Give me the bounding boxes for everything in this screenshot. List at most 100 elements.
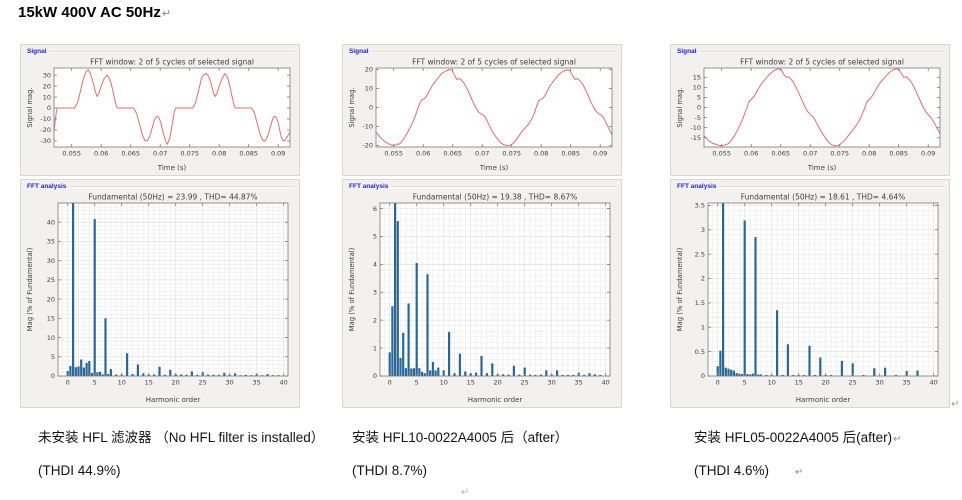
svg-text:30: 30 bbox=[47, 257, 55, 265]
svg-text:15: 15 bbox=[145, 379, 153, 387]
fft-plot-3: 0 5 10 15 20 25 30 35 40 0 0.5 1 1.5 2 2.5 3 3.5 Fundamen… bbox=[676, 193, 939, 404]
svg-text:2.5: 2.5 bbox=[695, 250, 705, 258]
svg-text:20: 20 bbox=[47, 295, 55, 303]
groupbox-rule bbox=[49, 50, 294, 53]
signal-plot-1: 0.055 0.06 0.065 0.07 0.075 0.08 0.085 0.09 -30 -… bbox=[26, 58, 291, 172]
svg-text:10: 10 bbox=[118, 379, 126, 387]
svg-text:0.085: 0.085 bbox=[561, 150, 580, 158]
svg-text:15: 15 bbox=[795, 379, 803, 387]
caption-1-line-2: (THDI 44.9%) bbox=[38, 463, 121, 478]
svg-text:3.5: 3.5 bbox=[695, 202, 705, 210]
svg-text:35: 35 bbox=[575, 379, 583, 387]
svg-text:30: 30 bbox=[876, 379, 884, 387]
svg-text:40: 40 bbox=[602, 379, 610, 387]
svg-text:0.07: 0.07 bbox=[475, 150, 489, 158]
fft-panel-label: FFT analysis bbox=[677, 183, 717, 190]
svg-text:5: 5 bbox=[697, 94, 701, 102]
svg-text:0.06: 0.06 bbox=[744, 150, 758, 158]
fft-panel-label: FFT analysis bbox=[349, 183, 389, 190]
svg-text:5: 5 bbox=[93, 379, 97, 387]
svg-text:20: 20 bbox=[494, 379, 502, 387]
svg-text:FFT window: 2 of 5 cycles of s: FFT window: 2 of 5 cycles of selected si… bbox=[90, 58, 254, 67]
svg-text:40: 40 bbox=[280, 379, 288, 387]
svg-text:0.08: 0.08 bbox=[862, 150, 876, 158]
svg-text:10: 10 bbox=[768, 379, 776, 387]
svg-text:15: 15 bbox=[693, 73, 701, 81]
svg-text:0.055: 0.055 bbox=[384, 150, 403, 158]
signal-panel-label: Signal bbox=[27, 48, 47, 55]
svg-text:Mag (% of Fundamental): Mag (% of Fundamental) bbox=[26, 247, 34, 331]
caption-2-line-2: (THDI 8.7%) bbox=[352, 463, 428, 478]
caption-3: 安装 HFL05-0022A4005 后(after) ↵ (THDI 4.6%)… bbox=[694, 429, 962, 481]
caption-1-line-1: 未安装 HFL 滤波器 （No HFL filter is installed） bbox=[38, 430, 325, 445]
paragraph-return-icon: ↵ bbox=[795, 467, 804, 478]
svg-text:-5: -5 bbox=[695, 114, 701, 122]
svg-text:0.09: 0.09 bbox=[921, 150, 935, 158]
svg-text:30: 30 bbox=[43, 71, 51, 79]
svg-text:40: 40 bbox=[47, 218, 55, 226]
caption-3-line-1: 安装 HFL05-0022A4005 后(after) bbox=[694, 430, 893, 445]
svg-text:Fundamental (50Hz) = 19.38 , T: Fundamental (50Hz) = 19.38 , THD= 8.67% bbox=[413, 193, 578, 202]
signal-panel-label: Signal bbox=[349, 48, 369, 55]
svg-text:30: 30 bbox=[226, 379, 234, 387]
svg-text:Time (s): Time (s) bbox=[807, 164, 837, 172]
svg-text:FFT window: 2 of 5 cycles of s: FFT window: 2 of 5 cycles of selected si… bbox=[740, 58, 904, 67]
svg-text:15: 15 bbox=[47, 315, 55, 323]
svg-text:10: 10 bbox=[365, 85, 373, 93]
svg-text:0.09: 0.09 bbox=[271, 150, 285, 158]
svg-text:25: 25 bbox=[47, 276, 55, 284]
svg-text:0.085: 0.085 bbox=[889, 150, 908, 158]
svg-text:-10: -10 bbox=[362, 123, 373, 131]
svg-text:6: 6 bbox=[373, 205, 377, 213]
svg-text:5: 5 bbox=[743, 379, 747, 387]
svg-text:Fundamental (50Hz) = 23.99 , T: Fundamental (50Hz) = 23.99 , THD= 44.87% bbox=[88, 193, 257, 202]
signal-panel-2: Signal 0.055 0.06 0.065 0.07 0.075 0.08 0.085 0… bbox=[342, 44, 622, 176]
svg-text:0.06: 0.06 bbox=[416, 150, 430, 158]
svg-text:25: 25 bbox=[521, 379, 529, 387]
svg-text:-30: -30 bbox=[40, 137, 51, 145]
svg-text:Signal mag.: Signal mag. bbox=[676, 87, 684, 127]
svg-text:Time (s): Time (s) bbox=[157, 164, 187, 172]
fft-plot-2: 0 5 10 15 20 25 30 35 40 0 1 2 3 4 5 6 Fundamental (50Hz… bbox=[348, 193, 611, 404]
svg-text:0.07: 0.07 bbox=[803, 150, 817, 158]
svg-text:FFT window: 2 of 5 cycles of s: FFT window: 2 of 5 cycles of selected si… bbox=[412, 58, 576, 67]
caption-3-line-2: (THDI 4.6%) bbox=[694, 463, 770, 478]
svg-text:0.08: 0.08 bbox=[534, 150, 548, 158]
svg-text:0.065: 0.065 bbox=[121, 150, 140, 158]
paragraph-return-icon: ↵ bbox=[461, 487, 470, 498]
caption-2-line-1: 安装 HFL10-0022A4005 后（after） bbox=[352, 430, 569, 445]
svg-text:15: 15 bbox=[467, 379, 475, 387]
svg-text:0.075: 0.075 bbox=[502, 150, 521, 158]
svg-text:0: 0 bbox=[51, 372, 55, 380]
groupbox-rule bbox=[371, 50, 616, 53]
svg-text:-20: -20 bbox=[362, 142, 373, 150]
svg-text:0: 0 bbox=[697, 104, 701, 112]
caption-2: 安装 HFL10-0022A4005 后（after） (THDI 8.7%) bbox=[352, 429, 662, 481]
fft-panel-label: FFT analysis bbox=[27, 183, 67, 190]
paragraph-return-icon: ↵ bbox=[951, 399, 960, 410]
svg-text:4: 4 bbox=[373, 261, 377, 269]
svg-text:0: 0 bbox=[373, 372, 377, 380]
svg-text:0.09: 0.09 bbox=[593, 150, 607, 158]
svg-text:-20: -20 bbox=[40, 126, 51, 134]
svg-text:0.08: 0.08 bbox=[212, 150, 226, 158]
svg-text:Mag (% of Fundamental): Mag (% of Fundamental) bbox=[348, 247, 356, 331]
svg-text:20: 20 bbox=[822, 379, 830, 387]
svg-text:Signal mag.: Signal mag. bbox=[348, 87, 356, 127]
svg-text:Harmonic order: Harmonic order bbox=[468, 396, 523, 404]
figure-column-1: Signal 0.055 0.06 0.065 0.07 0.075 0.08 0.085 0… bbox=[20, 44, 300, 414]
svg-text:0.055: 0.055 bbox=[62, 150, 81, 158]
groupbox-rule bbox=[699, 50, 944, 53]
svg-text:30: 30 bbox=[548, 379, 556, 387]
svg-text:1.5: 1.5 bbox=[695, 299, 705, 307]
fft-panel-3: FFT analysis 0 5 10 15 20 25 30 35 40 0 0.5 1 1.5 2 2.… bbox=[670, 179, 950, 408]
svg-text:Harmonic order: Harmonic order bbox=[146, 396, 201, 404]
svg-text:0.06: 0.06 bbox=[94, 150, 108, 158]
svg-text:2: 2 bbox=[373, 316, 377, 324]
svg-text:0.065: 0.065 bbox=[771, 150, 790, 158]
figure-column-3: Signal 0.055 0.06 0.065 0.07 0.075 0.08 0.085 0… bbox=[670, 44, 950, 414]
svg-text:0.5: 0.5 bbox=[695, 348, 705, 356]
svg-text:25: 25 bbox=[849, 379, 857, 387]
signal-plot-2: 0.055 0.06 0.065 0.07 0.075 0.08 0.085 0.09 -20 -… bbox=[348, 58, 613, 172]
